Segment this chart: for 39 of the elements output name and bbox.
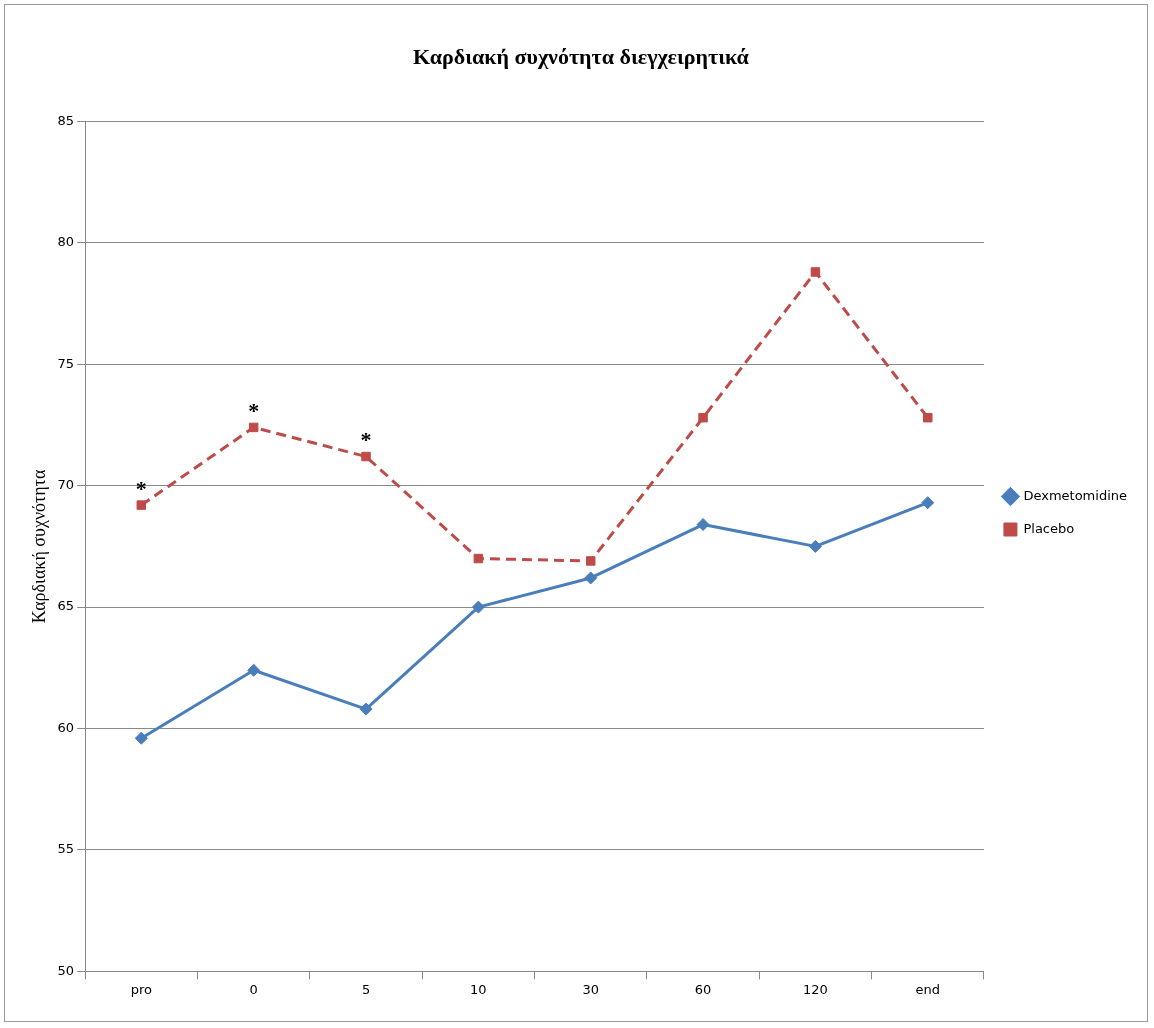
point bbox=[136, 500, 147, 510]
point bbox=[698, 412, 708, 423]
annotation: * bbox=[248, 398, 260, 424]
y-tick-label: 55 bbox=[57, 841, 75, 857]
x-tick-label: 10 bbox=[470, 981, 487, 997]
x-tick-label: 120 bbox=[803, 981, 828, 997]
x-tick-label: pro bbox=[130, 981, 152, 997]
point bbox=[921, 496, 935, 510]
point bbox=[471, 600, 485, 614]
x-tick-label: end bbox=[915, 981, 941, 997]
legend-label: Placebo bbox=[1023, 520, 1075, 536]
point bbox=[584, 571, 598, 585]
annotation: * bbox=[135, 475, 147, 501]
point bbox=[696, 518, 710, 532]
point bbox=[810, 267, 821, 277]
y-tick-label: 75 bbox=[57, 355, 75, 371]
x-tick-label: 30 bbox=[582, 981, 599, 997]
point bbox=[134, 731, 148, 745]
y-tick-label: 80 bbox=[57, 234, 75, 250]
point bbox=[585, 556, 596, 566]
y-tick-label: 65 bbox=[57, 598, 75, 614]
point bbox=[247, 663, 261, 677]
y-tick-label: 50 bbox=[57, 962, 75, 978]
annotation: * bbox=[360, 427, 372, 453]
chart-title: Καρδιακή συχνότητα διεγχειρητικά bbox=[413, 43, 750, 69]
point bbox=[359, 702, 373, 716]
point bbox=[808, 539, 822, 553]
y-tick-label: 85 bbox=[57, 112, 75, 128]
point bbox=[923, 412, 933, 423]
point bbox=[473, 553, 484, 564]
x-tick-label: 0 bbox=[249, 981, 258, 997]
legend-label: Dexmetomidine bbox=[1023, 487, 1127, 503]
y-tick-label: 60 bbox=[57, 719, 75, 735]
y-tick-label: 70 bbox=[57, 477, 75, 493]
point bbox=[248, 422, 259, 433]
point bbox=[361, 451, 371, 462]
x-tick-label: 60 bbox=[694, 981, 712, 997]
x-tick-label: 5 bbox=[361, 981, 371, 997]
y-axis-title: Καρδιακή συχνότητα bbox=[28, 469, 49, 624]
